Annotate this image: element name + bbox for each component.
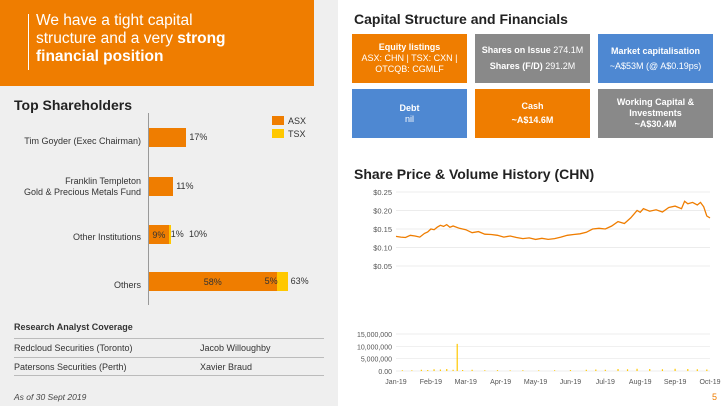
bar-tsx-label: 5% [264,276,278,286]
volume-tick-label: 15,000,000 [357,332,392,339]
share-price-chart-title: Share Price & Volume History (CHN) [354,166,595,182]
legend-item-asx: ASX [272,114,306,127]
headline-line-1: We have a tight capital [36,12,193,29]
shares-on-issue-row: Shares on Issue 274.1M [482,45,584,56]
working-capital-box: Working Capital & Investments ~A$30.4M [598,89,713,138]
research-coverage-title: Research Analyst Coverage [14,322,133,332]
legend-item-tsx: TSX [272,127,306,140]
coverage-firm: Patersons Securities (Perth) [14,361,127,372]
shares-on-issue-value: 274.1M [553,45,584,55]
headline-line-2-bold: strong [177,30,226,47]
top-shareholders-title: Top Shareholders [14,97,132,113]
bar-asx: 9% [149,225,169,244]
x-tick-label: Jun-19 [560,379,582,386]
price-line [395,200,711,241]
shares-fd-value: 291.2M [545,61,576,71]
research-coverage: Research Analyst Coverage Redcloud Secur… [14,322,324,376]
shareholder-label-franklin-line-2: Gold & Precious Metals Fund [23,187,141,197]
footnote: As of 30 Sept 2019 [14,392,87,402]
shares-fd-row: Shares (F/D) 291.2M [490,61,576,72]
coverage-firm: Redcloud Securities (Toronto) [14,343,133,353]
x-tick-label: May-19 [524,379,547,386]
coverage-analyst: Xavier Braud [200,361,253,372]
working-capital-label-2: Investments [629,108,682,118]
headline-rule [28,14,29,70]
x-tick-label: Jul-19 [596,379,615,386]
headline: We have a tight capital structure and a … [36,12,300,66]
price-tick-label: $0.05 [373,262,392,271]
shareholder-label-franklin: Franklin Templeton Gold & Precious Metal… [24,176,141,198]
legend-swatch-asx [272,116,284,125]
working-capital-value: ~A$30.4M [634,119,677,129]
bar-tsx [168,225,171,244]
x-tick-label: Mar-19 [455,379,477,386]
coverage-row: Patersons Securities (Perth) Xavier Brau… [14,357,324,376]
price-tick-label: $0.25 [373,188,392,197]
price-tick-label: $0.10 [373,244,392,253]
bar-tsx-label: 1% [170,229,184,239]
x-tick-label: Apr-19 [490,379,511,386]
debt-value: nil [404,113,414,124]
cash-value: ~A$14.6M [511,115,554,125]
bar-total-label: 63% [290,276,309,286]
coverage-row: Redcloud Securities (Toronto) Jacob Will… [14,338,324,357]
bar-total-label: 10% [189,229,208,239]
x-tick-label: Sep-19 [664,379,687,386]
market-cap-box: Market capitalisation ~A$53M (@ A$0.19ps… [598,34,713,83]
page-number: 5 [711,392,717,402]
share-price-volume-chart: $0.05 $0.10 $0.15 $0.20 $0.25 0.00 5,000,000 10… [357,188,721,386]
shareholder-label-others: Others [113,280,141,290]
equity-listings-line-2: OTCQB: CGMLF [375,64,444,74]
shareholders-axis [148,113,149,305]
x-tick-label: Jan-19 [385,379,407,386]
x-tick-label: Oct-19 [699,379,720,386]
market-cap-label: Market capitalisation [610,45,701,56]
bar-total-label: 17% [189,132,208,142]
legend-label-tsx: TSX [288,128,306,139]
headline-banner: We have a tight capital structure and a … [0,0,314,86]
volume-label-spacer [490,308,558,321]
bar-asx: 58% [149,272,277,291]
price-tick-label: $0.20 [373,207,392,216]
volume-tick-label: 10,000,000 [357,344,392,351]
legend-swatch-tsx [272,129,284,138]
volume-tick-label: 0.00 [378,369,392,376]
capital-structure-title: Capital Structure and Financials [354,11,568,27]
x-tick-label: Feb-19 [420,379,442,386]
coverage-analyst: Jacob Willoughby [200,343,271,353]
shares-fd-label: Shares (F/D) [489,61,543,71]
bar-asx [149,177,174,196]
headline-line-2: structure and a very [36,30,178,47]
shareholder-label-institutions: Other Institutions [72,232,141,242]
equity-listings-line-1: ASX: CHN | TSX: CXN | [361,53,458,63]
market-cap-value: ~A$53M (@ A$0.19ps) [609,60,702,71]
working-capital-label: Working Capital & [616,97,695,107]
shares-box: Shares on Issue 274.1M Shares (F/D) 291.… [475,34,590,83]
shareholder-label-franklin-line-1: Franklin Templeton [65,176,141,186]
bar-asx [149,128,187,147]
legend-label-asx: ASX [288,115,307,126]
shareholder-label-goyder: Tim Goyder (Exec Chairman) [24,136,141,146]
bar-total-label: 11% [176,181,194,191]
headline-line-3-bold: financial position [36,48,164,65]
bar-tsx [276,272,288,291]
cash-box: Cash ~A$14.6M [475,89,590,138]
debt-label: Debt [399,102,420,113]
equity-listings-label: Equity listings [378,42,441,52]
shareholders-legend: ASX TSX [272,114,306,140]
debt-box: Debt nil [352,89,467,138]
equity-listings-box: Equity listings ASX: CHN | TSX: CXN | OT… [352,34,467,83]
volume-tick-label: 5,000,000 [361,357,392,364]
x-tick-label: Aug-19 [629,379,652,386]
shares-on-issue-label: Shares on Issue [481,45,551,55]
cash-label: Cash [521,101,544,111]
price-tick-label: $0.15 [373,225,392,234]
